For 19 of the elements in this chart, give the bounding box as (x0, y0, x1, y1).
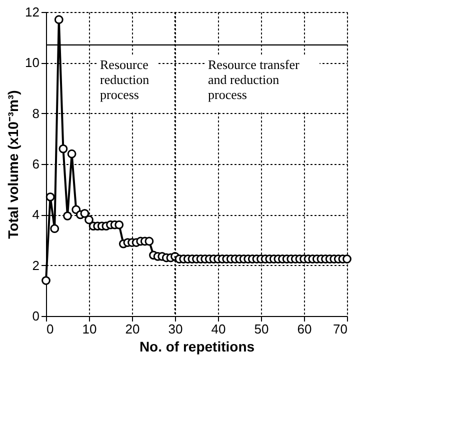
y-tick-label: 8 (32, 106, 40, 121)
x-tick-label: 0 (46, 322, 54, 336)
y-tick-label: 6 (32, 156, 40, 172)
x-tick-label: 60 (297, 322, 312, 336)
x-axis-title: No. of repetitions (139, 338, 255, 354)
y-tick-label: 12 (25, 4, 40, 20)
x-tick-label: 40 (211, 322, 226, 336)
x-tick-label: 30 (168, 322, 183, 336)
x-tick-label: 20 (125, 322, 140, 336)
x-tick-label: 50 (254, 322, 269, 336)
y-tick-label: 2 (32, 258, 40, 273)
y-axis-title: Total volume (x10⁻³m³) (5, 90, 22, 239)
annotation: Resource transfer and reduction process (208, 56, 300, 102)
x-tick-label: 10 (82, 322, 97, 336)
y-tick-label: 0 (32, 308, 40, 324)
x-tick-label: 70 (333, 322, 348, 336)
y-tick-label: 4 (32, 207, 40, 222)
annotation: Resource reduction process (100, 56, 150, 102)
y-tick-label: 10 (25, 55, 40, 70)
